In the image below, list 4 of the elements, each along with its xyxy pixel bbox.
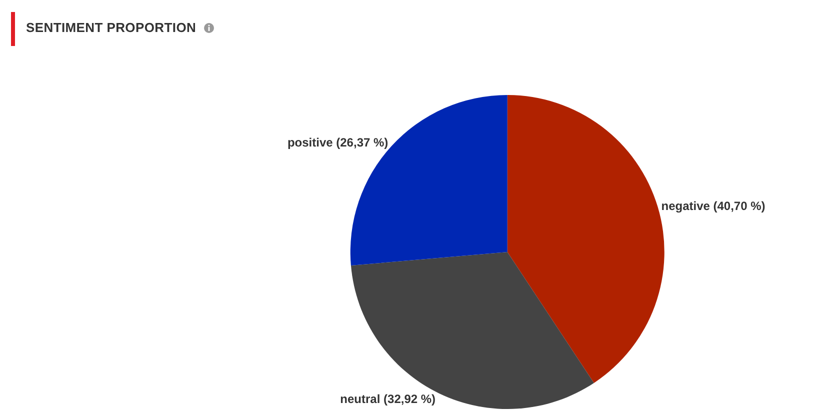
slice-label: positive (26,37 %) <box>287 136 388 150</box>
text: SENTIMENT PROPORTION <box>26 20 196 35</box>
slice-label: negative (40,70 %) <box>661 199 766 214</box>
slice-label: neutral (32,92 %) <box>340 392 436 406</box>
